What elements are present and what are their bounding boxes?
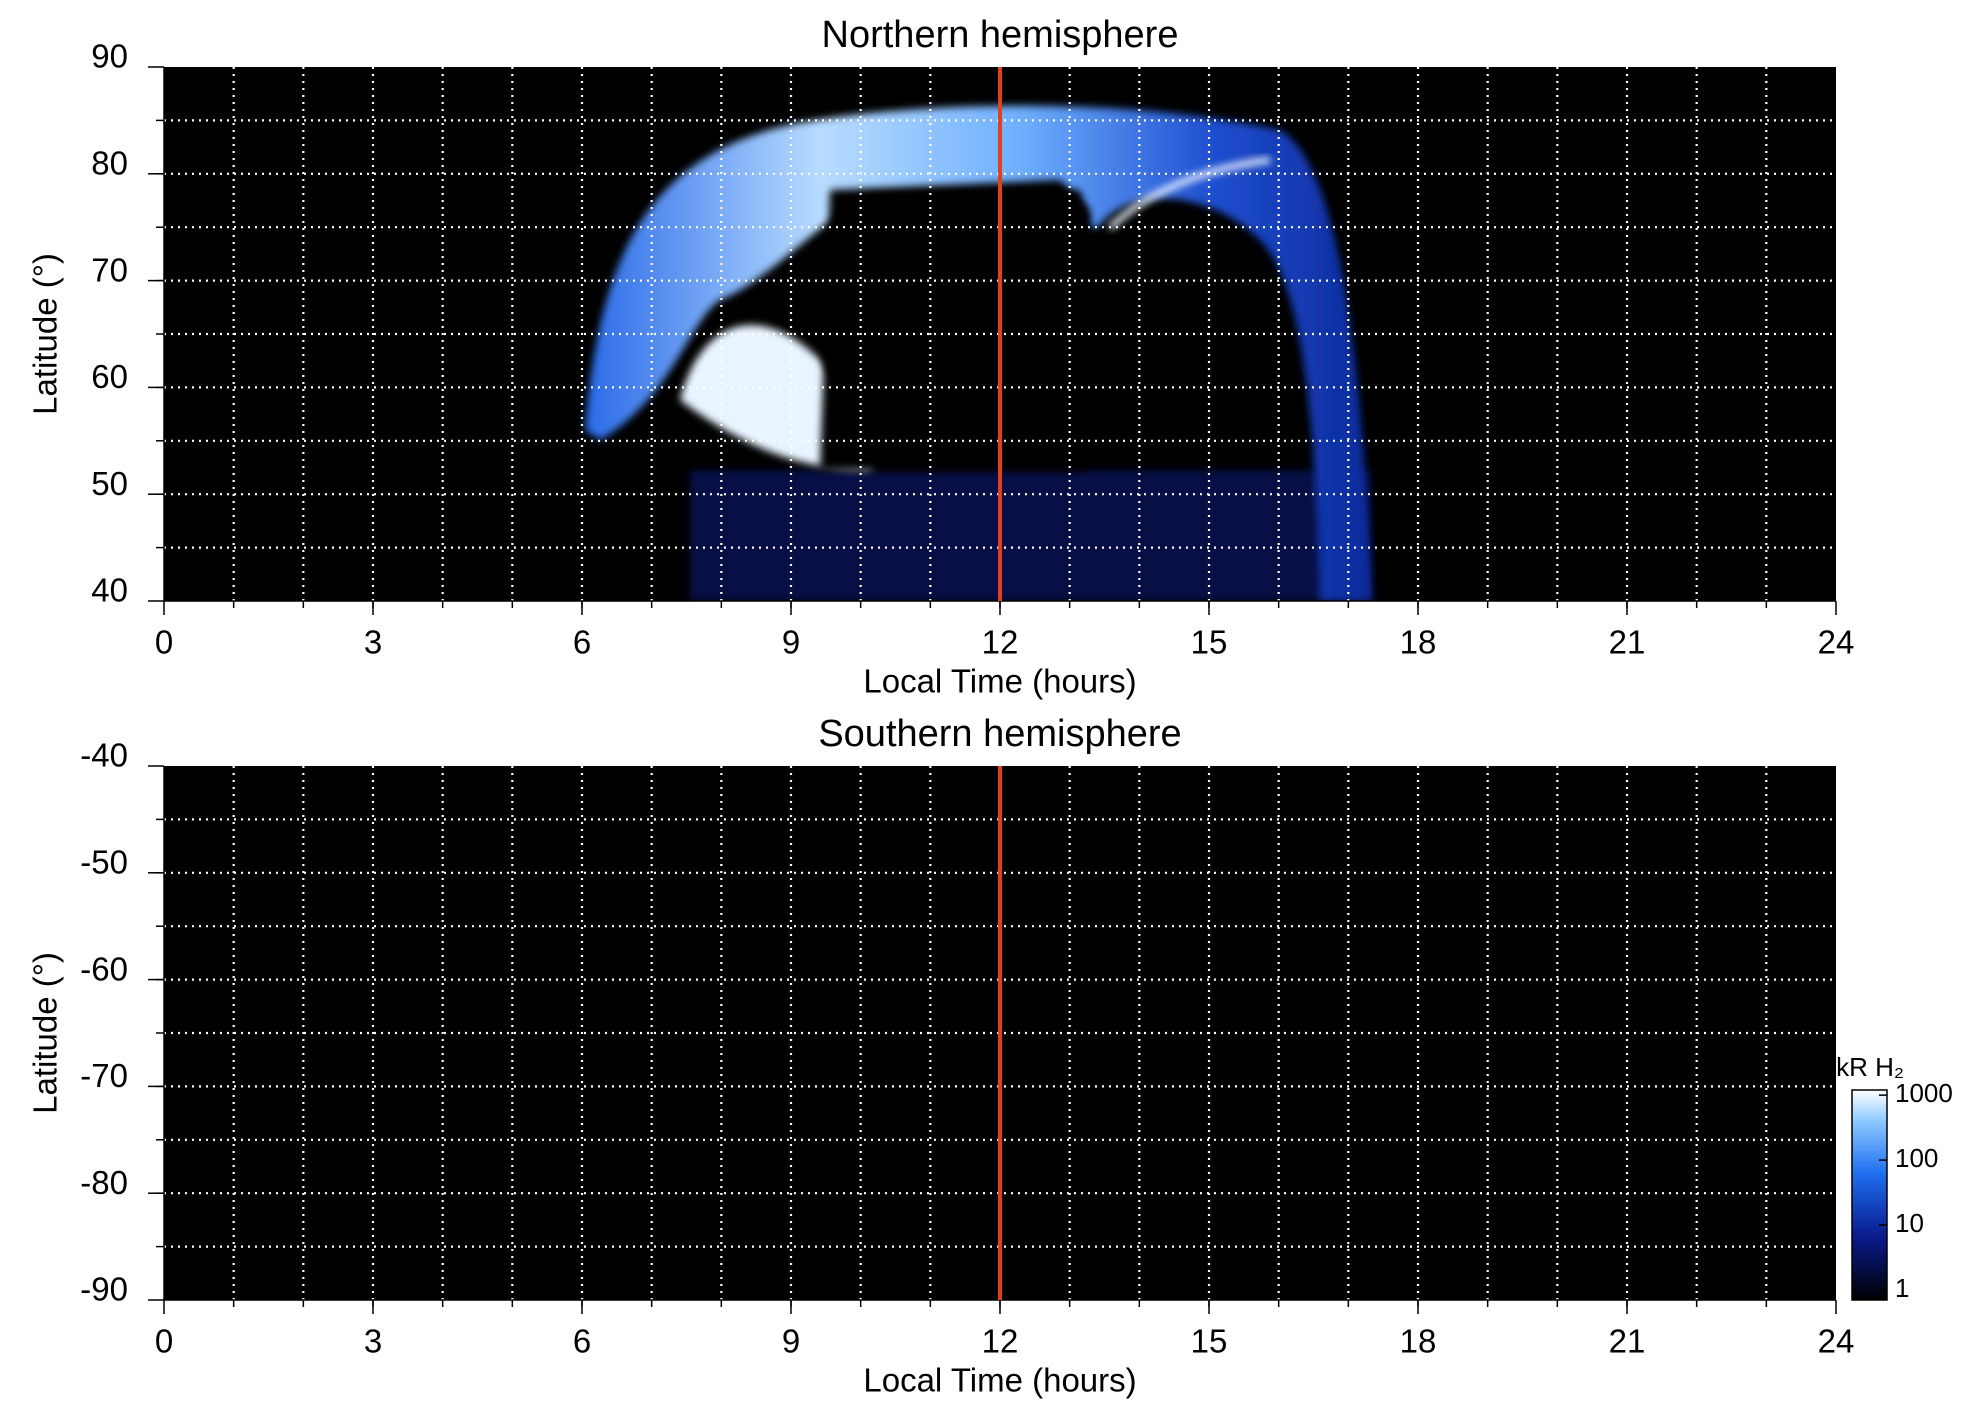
y-tick-label: 70 xyxy=(91,251,128,288)
y-tick-label: 60 xyxy=(91,358,128,395)
colorbar-tick-label: 100 xyxy=(1895,1143,1938,1173)
x-tick-label: 9 xyxy=(782,624,800,661)
x-axis-title: Local Time (hours) xyxy=(863,1362,1136,1399)
y-axis-title: Latitude (°) xyxy=(27,253,64,415)
x-tick-label: 24 xyxy=(1818,624,1855,661)
chart-title: Southern hemisphere xyxy=(818,713,1181,755)
aurora-emission xyxy=(585,105,1372,601)
x-tick-label: 0 xyxy=(155,624,173,661)
y-tick-label: -70 xyxy=(80,1057,128,1094)
colorbar-tick-label: 1 xyxy=(1895,1273,1909,1303)
chart-title: Northern hemisphere xyxy=(822,14,1179,56)
x-tick-label: 21 xyxy=(1609,624,1646,661)
y-tick-label: -60 xyxy=(80,950,128,987)
x-tick-label: 15 xyxy=(1191,624,1228,661)
colorbar-tick-label: 1000 xyxy=(1895,1078,1953,1108)
colorbar-title: kR H₂ xyxy=(1836,1052,1904,1082)
y-tick-label: 50 xyxy=(91,465,128,502)
y-axis-title: Latitude (°) xyxy=(27,952,64,1114)
x-tick-label: 0 xyxy=(155,1323,173,1360)
x-tick-label: 12 xyxy=(982,1323,1019,1360)
x-tick-label: 6 xyxy=(573,624,591,661)
x-axis-title: Local Time (hours) xyxy=(863,663,1136,700)
y-tick-label: 90 xyxy=(91,38,128,75)
x-tick-label: 12 xyxy=(982,624,1019,661)
x-tick-label: 9 xyxy=(782,1323,800,1360)
y-tick-label: -40 xyxy=(80,737,128,774)
y-tick-label: -50 xyxy=(80,844,128,881)
x-tick-label: 24 xyxy=(1818,1323,1855,1360)
y-tick-label: 40 xyxy=(91,572,128,609)
y-tick-label: -80 xyxy=(80,1164,128,1201)
x-tick-label: 15 xyxy=(1191,1323,1228,1360)
y-tick-label: 80 xyxy=(91,145,128,182)
colorbar-tick-label: 10 xyxy=(1895,1208,1924,1238)
x-tick-label: 21 xyxy=(1609,1323,1646,1360)
y-tick-label: -90 xyxy=(80,1271,128,1308)
x-tick-label: 18 xyxy=(1400,624,1437,661)
colorbar xyxy=(1851,1089,1888,1301)
x-tick-label: 6 xyxy=(573,1323,591,1360)
x-tick-label: 18 xyxy=(1400,1323,1437,1360)
x-tick-label: 3 xyxy=(364,624,382,661)
x-tick-label: 3 xyxy=(364,1323,382,1360)
